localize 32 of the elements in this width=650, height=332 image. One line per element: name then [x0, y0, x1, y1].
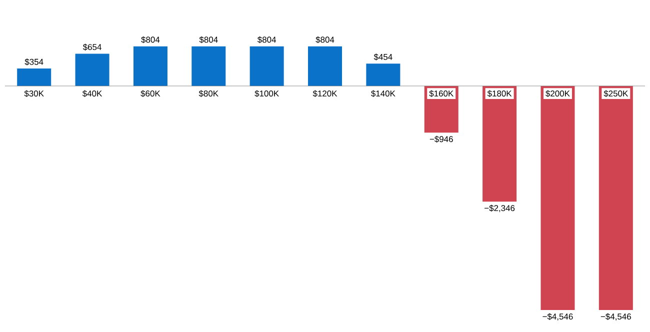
- data-label: −$4,546: [542, 313, 573, 321]
- x-tick-label: $250K: [604, 90, 628, 98]
- bar: [366, 64, 400, 86]
- x-tick-label: $140K: [371, 90, 396, 98]
- bar: [192, 46, 226, 86]
- bar: [75, 54, 110, 86]
- x-tick-label: $100K: [254, 90, 279, 98]
- bar: [540, 86, 575, 310]
- data-label: −$946: [430, 136, 453, 143]
- data-label: −$4,546: [600, 313, 631, 321]
- data-label: $454: [374, 54, 392, 60]
- x-tick-label: $30K: [24, 90, 44, 98]
- bar: [250, 46, 284, 86]
- x-tick-label: $120K: [312, 90, 338, 98]
- x-tick-label: $40K: [82, 90, 102, 98]
- bar: [308, 46, 342, 86]
- x-tick-label: $160K: [429, 90, 454, 98]
- x-tick-label: $180K: [487, 90, 512, 98]
- data-label: $804: [141, 36, 160, 44]
- data-label: $804: [316, 36, 334, 44]
- data-label: $654: [82, 44, 102, 51]
- x-tick-label: $80K: [198, 90, 218, 98]
- x-tick-label: $60K: [140, 90, 160, 98]
- data-label: $804: [199, 36, 218, 44]
- bar: [17, 68, 52, 86]
- bar: [482, 86, 517, 202]
- x-tick-label: $200K: [546, 90, 570, 98]
- data-label: −$2,346: [484, 204, 515, 212]
- data-label: $804: [257, 36, 276, 44]
- bar: [133, 46, 168, 86]
- data-label: $354: [24, 58, 44, 66]
- bar: [598, 86, 633, 310]
